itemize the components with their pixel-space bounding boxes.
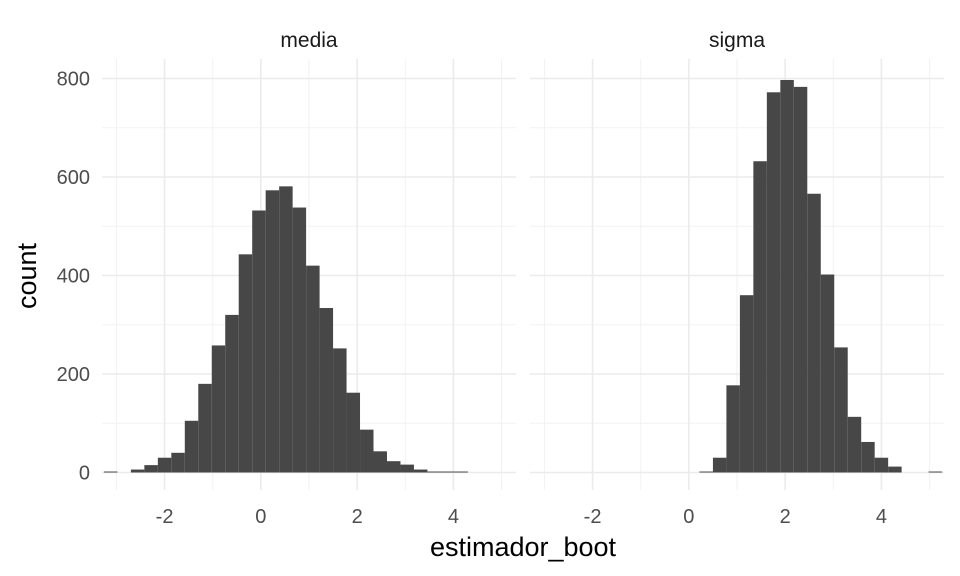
x-tick-label: 4: [876, 506, 887, 528]
histogram-bar: [360, 429, 374, 473]
y-tick-label: 400: [57, 266, 90, 288]
y-tick-label: 800: [57, 69, 90, 91]
histogram-bar: [333, 348, 347, 473]
x-tick-label: 4: [448, 506, 459, 528]
histogram-bar: [171, 452, 185, 473]
histogram-bar: [319, 308, 334, 473]
histogram-bar: [103, 471, 118, 473]
histogram-bar: [427, 471, 441, 473]
histogram-bar: [400, 464, 414, 473]
histogram-bar: [238, 254, 253, 473]
histogram-bar: [753, 161, 767, 473]
histogram-bar: [807, 193, 821, 473]
histogram-bar: [346, 392, 361, 473]
histogram-bar: [198, 383, 212, 473]
histogram-bar: [874, 457, 889, 473]
histogram-bar: [820, 274, 835, 473]
y-tick-label: 200: [57, 364, 90, 386]
histogram-bar: [252, 210, 266, 473]
histogram-bar: [225, 314, 239, 473]
histogram-bar: [454, 471, 468, 473]
y-tick-label: 600: [57, 167, 90, 189]
strip-title-sigma: sigma: [709, 29, 765, 52]
histogram-bar: [144, 465, 158, 473]
panel-sigma: -2 0 2 4: [530, 59, 944, 528]
histogram-bar: [699, 471, 713, 473]
panel-media: -2 0 2 4: [102, 59, 516, 528]
x-axis-title: estimador_boot: [430, 532, 617, 562]
histogram-bar: [184, 420, 199, 473]
histogram-bar: [712, 457, 727, 473]
x-tick-label: 2: [352, 506, 363, 528]
y-axis: 0 200 400 600 800: [57, 69, 90, 485]
histogram-bar: [265, 190, 280, 473]
histogram-bar: [780, 79, 794, 473]
histogram-bar: [157, 457, 172, 473]
x-tick-label: 2: [780, 506, 791, 528]
y-tick-label: 0: [79, 463, 90, 485]
histogram-bar: [766, 92, 781, 473]
strip-title-media: media: [280, 29, 338, 52]
histogram-bar: [834, 347, 848, 473]
x-tick-label: -2: [584, 506, 602, 528]
histogram-bar: [847, 416, 862, 473]
histogram-bar: [292, 207, 307, 473]
histogram-bar: [861, 441, 875, 473]
histogram-bar: [386, 461, 401, 473]
histogram-bar: [413, 469, 428, 473]
histogram-bar: [211, 345, 226, 473]
x-tick-label: 0: [255, 506, 266, 528]
histogram-bar: [279, 186, 293, 473]
histogram-bar: [306, 265, 320, 473]
histogram-bar: [793, 86, 808, 473]
histogram-bar: [888, 466, 902, 473]
histogram-bar: [130, 469, 145, 473]
histogram-bar: [928, 471, 943, 473]
x-tick-label: 0: [683, 506, 694, 528]
histogram-bar: [739, 295, 754, 473]
histogram-bar: [440, 471, 455, 473]
histogram-bar: [373, 451, 387, 473]
histogram-bar: [726, 385, 740, 473]
y-axis-title: count: [12, 242, 42, 309]
x-tick-label: -2: [156, 506, 174, 528]
